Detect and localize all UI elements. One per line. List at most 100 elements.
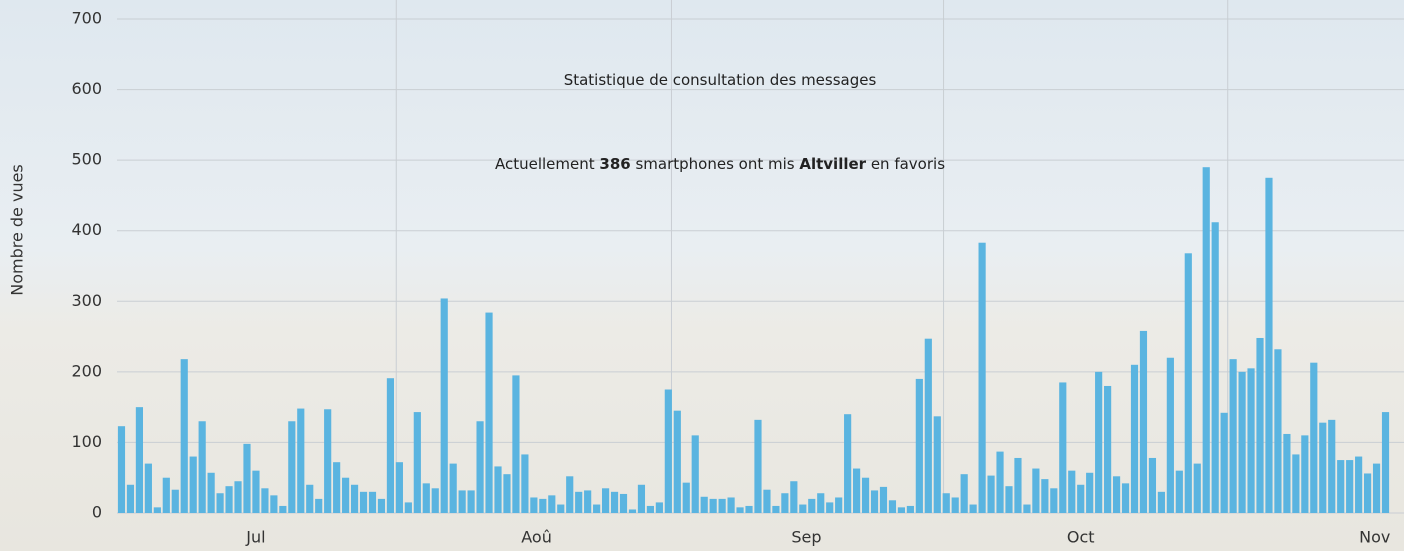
x-tick-label: Jul <box>245 528 265 547</box>
bar <box>270 495 277 513</box>
chart-subtitle: Actuellement 386 smartphones ont mis Alt… <box>0 150 1404 178</box>
bar <box>306 485 313 513</box>
bar <box>620 494 627 513</box>
bar <box>288 421 295 513</box>
bar <box>781 493 788 513</box>
bar <box>127 485 134 513</box>
x-tick-label: Aoû <box>521 528 552 547</box>
bar <box>1382 412 1389 513</box>
bar <box>360 492 367 513</box>
bar <box>844 414 851 513</box>
bar <box>1140 331 1147 513</box>
bar <box>333 462 340 513</box>
chart-header: Statistique de consultation des messages… <box>0 10 1404 206</box>
bar <box>1221 413 1228 513</box>
bar <box>315 499 322 513</box>
bar <box>602 488 609 513</box>
chart-title: Statistique de consultation des messages <box>0 66 1404 94</box>
bar <box>1337 460 1344 513</box>
bar <box>826 502 833 513</box>
bar <box>683 483 690 513</box>
bar <box>1086 473 1093 513</box>
bar <box>1176 471 1183 513</box>
bar <box>996 452 1003 513</box>
bar <box>692 435 699 513</box>
bar <box>432 488 439 513</box>
bar <box>243 444 250 513</box>
bar <box>799 505 806 513</box>
bar <box>754 420 761 513</box>
bar <box>593 505 600 513</box>
bar <box>405 502 412 513</box>
bar <box>557 505 564 513</box>
bar <box>1247 368 1254 513</box>
subtitle-count: 386 <box>599 155 630 173</box>
y-tick-label: 300 <box>71 291 102 310</box>
bar <box>378 499 385 513</box>
bar <box>952 497 959 513</box>
bar <box>1230 359 1237 513</box>
bar <box>1095 372 1102 513</box>
bar <box>396 462 403 513</box>
bar <box>324 409 331 513</box>
bar <box>503 474 510 513</box>
bar <box>1077 485 1084 513</box>
x-tick-label: Oct <box>1067 528 1095 547</box>
y-tick-label: 400 <box>71 220 102 239</box>
bar <box>521 454 528 513</box>
bar <box>468 490 475 513</box>
bar <box>1158 492 1165 513</box>
bar <box>1122 483 1129 513</box>
bar <box>638 485 645 513</box>
bar <box>261 488 268 513</box>
bar <box>494 466 501 513</box>
bar <box>1023 505 1030 513</box>
bar <box>1014 458 1021 513</box>
bar <box>1256 338 1263 513</box>
bar <box>1005 486 1012 513</box>
bar <box>199 421 206 513</box>
bar <box>225 486 232 513</box>
bar <box>790 481 797 513</box>
bar <box>1373 464 1380 513</box>
bar <box>1310 363 1317 513</box>
bar <box>898 507 905 513</box>
bar <box>916 379 923 513</box>
bar <box>889 500 896 513</box>
bar <box>369 492 376 513</box>
subtitle-text: Actuellement <box>495 155 599 173</box>
bar <box>1274 349 1281 513</box>
bar <box>1355 457 1362 513</box>
bar <box>584 490 591 513</box>
bar <box>512 375 519 513</box>
bar <box>1319 423 1326 513</box>
subtitle-text: smartphones ont mis <box>631 155 800 173</box>
bar <box>163 478 170 513</box>
x-tick-label: Sep <box>791 528 821 547</box>
bar <box>1301 435 1308 513</box>
bar <box>674 411 681 513</box>
bar <box>459 490 466 513</box>
bar <box>961 474 968 513</box>
bar <box>252 471 259 513</box>
bar <box>1041 479 1048 513</box>
bar <box>1032 469 1039 513</box>
bar <box>1364 473 1371 513</box>
subtitle-town: Altviller <box>799 155 866 173</box>
bar <box>1113 476 1120 513</box>
bar <box>154 507 161 513</box>
bar <box>1149 458 1156 513</box>
bar <box>1212 222 1219 513</box>
bar <box>118 426 125 513</box>
bar <box>880 487 887 513</box>
bar <box>934 416 941 513</box>
bar <box>423 483 430 513</box>
bar <box>530 497 537 513</box>
bar <box>763 490 770 513</box>
bar <box>728 497 735 513</box>
bar <box>629 509 636 513</box>
bar <box>970 505 977 513</box>
bar <box>1292 454 1299 513</box>
bar <box>745 506 752 513</box>
x-tick-label: Nov <box>1359 528 1390 547</box>
